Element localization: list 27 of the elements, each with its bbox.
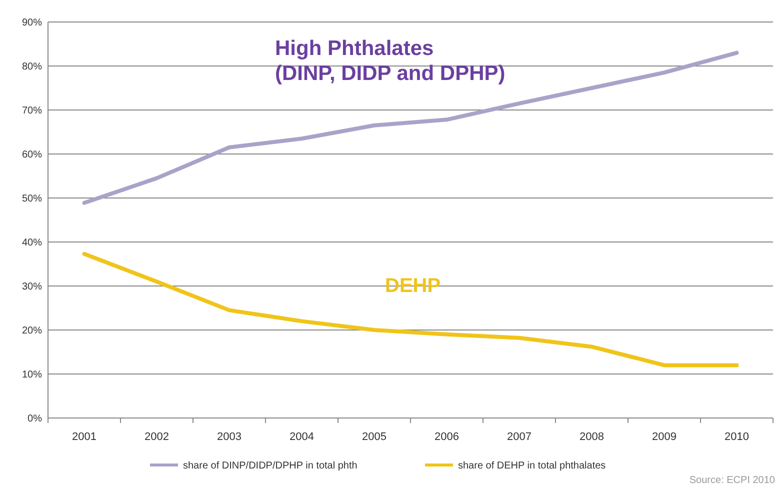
x-tick-label: 2002: [144, 431, 169, 443]
x-tick-label: 2004: [290, 431, 314, 443]
x-tick-label: 2008: [580, 431, 604, 443]
legend-label: share of DEHP in total phthalates: [458, 460, 606, 472]
y-tick-label: 70%: [22, 106, 42, 116]
annotation: (DINP, DIDP and DPHP): [275, 62, 506, 85]
y-tick-label: 0%: [28, 414, 42, 424]
source-note: Source: ECPI 2010: [689, 475, 776, 486]
annotation: High Phthalates: [275, 37, 434, 60]
x-tick-label: 2001: [72, 431, 96, 443]
legend-label: share of DINP/DIDP/DPHP in total phth: [183, 460, 358, 472]
y-tick-label: 20%: [22, 326, 42, 336]
y-tick-label: 90%: [22, 18, 42, 28]
x-tick-label: 2006: [434, 431, 459, 443]
x-tick-label: 2007: [507, 431, 532, 443]
x-tick-label: 2005: [362, 431, 386, 443]
y-tick-label: 40%: [22, 238, 42, 248]
x-tick-label: 2010: [724, 431, 749, 443]
annotation: DEHP: [385, 275, 441, 297]
x-tick-label: 2009: [652, 431, 676, 443]
y-tick-label: 10%: [22, 370, 42, 380]
y-tick-label: 50%: [22, 194, 42, 204]
line-series: [82, 252, 739, 368]
x-tick-label: 2003: [217, 431, 242, 443]
y-tick-label: 30%: [22, 282, 42, 292]
y-tick-label: 80%: [22, 62, 42, 72]
y-tick-label: 60%: [22, 150, 42, 160]
